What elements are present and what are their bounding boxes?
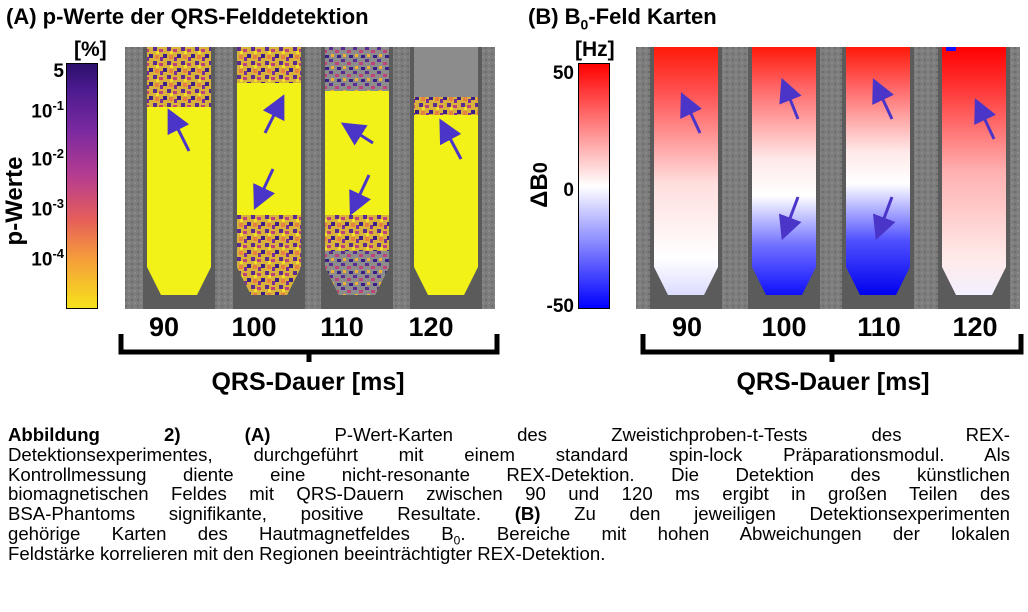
b0-colorbar — [578, 63, 610, 309]
pvalue-tick-5: 5 — [53, 61, 64, 82]
pvalue-tick-1e-3: 10-3 — [31, 196, 64, 221]
caption-line-3: Kontrollmessung diente eine nicht-resona… — [8, 463, 1010, 485]
duration-axis-title-b: QRS-Dauer [ms] — [736, 368, 930, 396]
duration-label-90: 90 — [148, 312, 180, 342]
duration-label-120: 120 — [408, 312, 454, 342]
b0-colorbar-unit: [Hz] — [575, 38, 615, 61]
caption-line-4: biomagnetischen Feldes mit QRS-Dauern zw… — [8, 483, 1010, 505]
duration-bracket-a — [118, 334, 500, 362]
b0-duration-label-120: 120 — [952, 312, 998, 342]
pvalue-tick-1e-1: 10-1 — [31, 98, 64, 123]
pvalue-colorbar — [66, 63, 98, 309]
duration-axis-title-a: QRS-Dauer [ms] — [211, 368, 405, 396]
duration-label-100: 100 — [231, 312, 277, 342]
b0-tick-50: 50 — [552, 63, 574, 84]
figure-caption: Abbildung 2) (A) P-Wert-Karten des Zweis… — [8, 425, 1010, 564]
duration-bracket-b — [640, 334, 1024, 362]
caption-line-5: BSA-Phantoms signifikante, positive Resu… — [8, 503, 1010, 525]
pvalue-axis-label: p-Werte — [1, 156, 28, 246]
b0-map-strip — [636, 47, 1020, 309]
pvalue-map-strip — [125, 47, 495, 309]
b0-tick-0: 0 — [563, 180, 574, 201]
b0-axis-label: ΔB0 — [526, 162, 553, 208]
pvalue-colorbar-unit: [%] — [74, 38, 107, 61]
panel-b-title: (B) B0-Feld Karten — [528, 4, 717, 33]
b0-duration-label-100: 100 — [761, 312, 807, 342]
caption-line-2: Detektionsexperimentes, durchgeführt mit… — [8, 443, 1010, 465]
b0-duration-label-110: 110 — [857, 312, 901, 342]
b0-duration-label-90: 90 — [671, 312, 703, 342]
pvalue-tick-1e-2: 10-2 — [31, 146, 64, 171]
caption-line-7: Feldstärke korrelieren mit den Regionen … — [8, 542, 606, 564]
pvalue-tick-1e-4: 10-4 — [31, 246, 64, 271]
duration-label-110: 110 — [320, 312, 364, 342]
caption-line-1: Abbildung 2) (A) P-Wert-Karten des Zweis… — [8, 424, 1010, 445]
panel-a-title: (A) p-Werte der QRS-Felddetektion — [6, 4, 369, 29]
caption-line-6: gehörige Karten des Hautmagnetfeldes B0.… — [8, 522, 1010, 548]
b0-tick-minus50: -50 — [546, 296, 574, 317]
